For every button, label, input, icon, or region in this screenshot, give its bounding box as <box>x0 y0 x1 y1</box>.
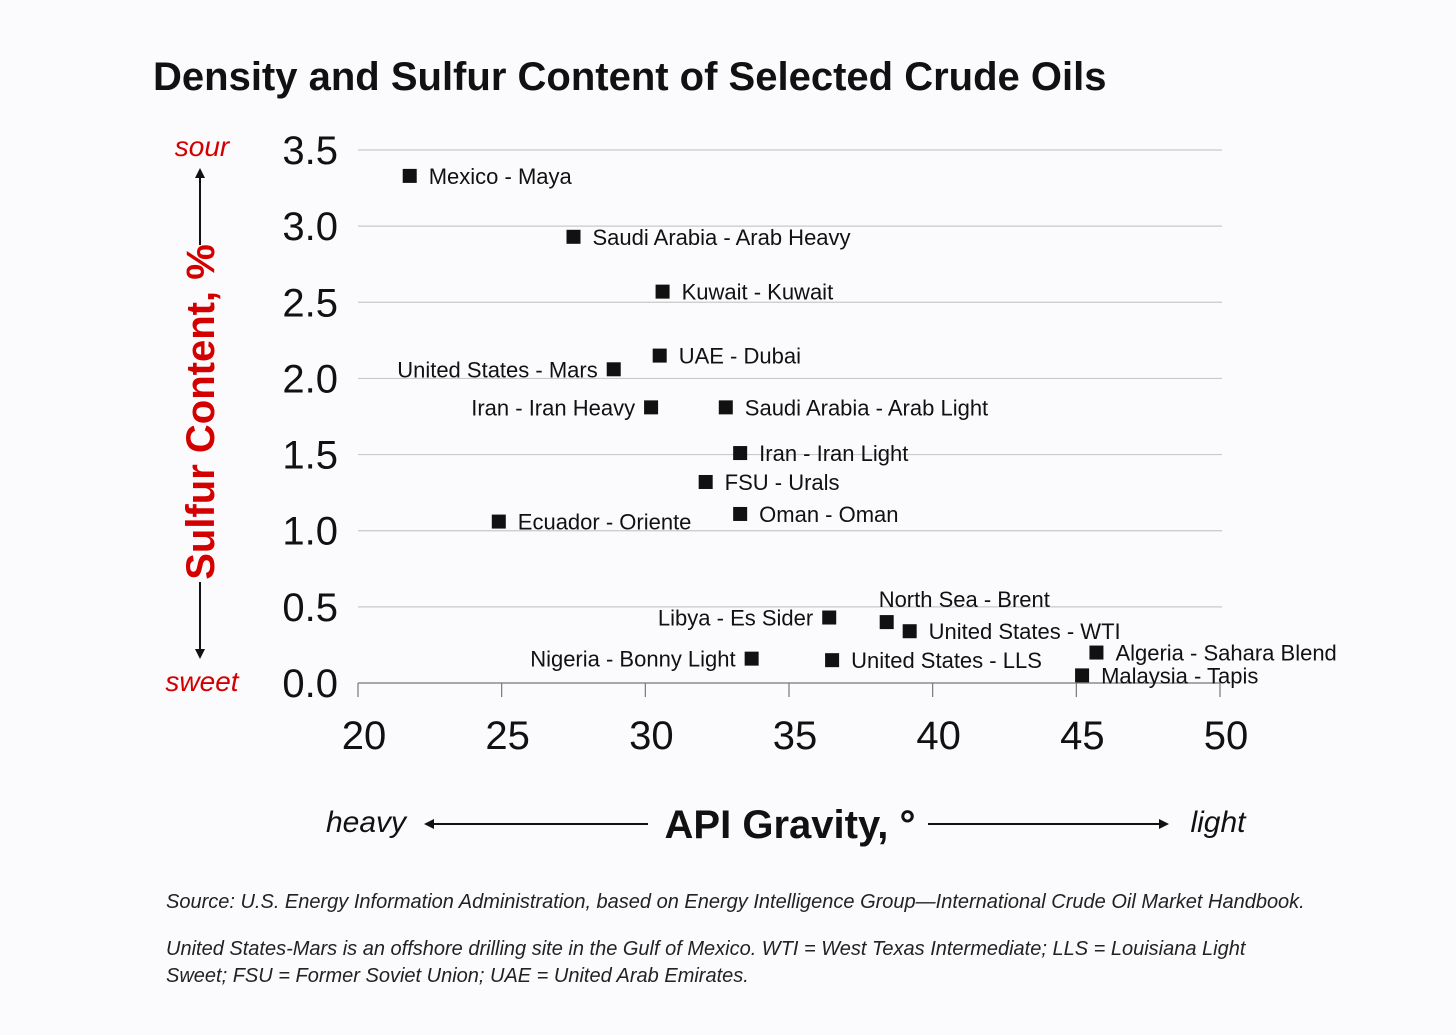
data-point: Libya - Es Sider <box>658 606 837 631</box>
point-label: Saudi Arabia - Arab Light <box>745 395 988 420</box>
point-marker <box>733 506 748 521</box>
point-marker <box>718 400 733 415</box>
y-end-label-high: sour <box>175 131 231 162</box>
data-point: United States - WTI <box>902 619 1121 644</box>
point-label: Oman - Oman <box>759 502 898 527</box>
x-tick-label: 25 <box>485 714 530 758</box>
point-marker <box>644 400 659 415</box>
point-label: Algeria - Sahara Blend <box>1115 641 1336 666</box>
point-label: Kuwait - Kuwait <box>682 280 834 305</box>
data-point: FSU - Urals <box>698 470 840 495</box>
point-marker <box>1075 668 1090 683</box>
y-tick-label: 2.0 <box>282 357 338 401</box>
point-marker <box>698 474 713 489</box>
point-marker <box>402 168 417 183</box>
point-label: North Sea - Brent <box>879 587 1050 612</box>
x-tick-label: 45 <box>1060 714 1105 758</box>
data-point: UAE - Dubai <box>652 344 801 369</box>
point-label: Libya - Es Sider <box>658 606 813 631</box>
point-marker <box>902 624 917 639</box>
y-tick-label: 0.0 <box>282 662 338 706</box>
point-marker <box>733 446 748 461</box>
point-marker <box>655 284 670 299</box>
point-label: Mexico - Maya <box>429 164 573 189</box>
data-point: Kuwait - Kuwait <box>655 280 834 305</box>
y-tick-label: 2.5 <box>282 281 338 325</box>
y-tick-label: 0.5 <box>282 586 338 630</box>
x-tick-label: 40 <box>916 714 961 758</box>
source-note: Source: U.S. Energy Information Administ… <box>166 891 1305 913</box>
data-point: Ecuador - Oriente <box>491 510 692 535</box>
point-marker <box>825 653 840 668</box>
data-point: North Sea - Brent <box>879 587 1050 630</box>
axes <box>357 682 1221 697</box>
y-axis-label: Sulfur Content, % <box>179 244 223 580</box>
point-marker <box>491 514 506 529</box>
point-label: United States - WTI <box>929 619 1121 644</box>
point-label: FSU - Urals <box>725 470 840 495</box>
point-label: UAE - Dubai <box>679 344 801 369</box>
x-axis-label: API Gravity, ° <box>665 803 916 847</box>
data-point: Saudi Arabia - Arab Heavy <box>566 225 851 250</box>
point-label: United States - LLS <box>851 648 1042 673</box>
data-point: Mexico - Maya <box>402 164 573 189</box>
x-tick-label: 20 <box>342 714 387 758</box>
data-points: Mexico - Maya Saudi Arabia - Arab Heavy Ku… <box>397 164 1337 688</box>
x-tick-label: 35 <box>773 714 818 758</box>
chart-title: Density and Sulfur Content of Selected C… <box>153 55 1106 99</box>
y-tick-labels: 0.0 0.5 1.0 1.5 2.0 2.5 3.0 3.5 <box>282 129 338 706</box>
x-tick-label: 30 <box>629 714 674 758</box>
point-marker <box>1089 645 1104 660</box>
point-marker <box>744 651 759 666</box>
y-tick-label: 1.0 <box>282 510 338 554</box>
y-tick-label: 3.0 <box>282 205 338 249</box>
data-point: Saudi Arabia - Arab Light <box>718 395 988 420</box>
data-point: United States - LLS <box>825 648 1042 673</box>
data-point: United States - Mars <box>397 357 621 382</box>
data-point: Nigeria - Bonny Light <box>530 647 759 672</box>
data-point: Iran - Iran Light <box>733 441 908 466</box>
point-marker <box>606 362 621 377</box>
x-tick-label: 50 <box>1204 714 1249 758</box>
data-point: Oman - Oman <box>733 502 899 527</box>
footnote-line-1: United States-Mars is an offshore drilli… <box>166 938 1247 960</box>
x-tick-labels: 20 25 30 35 40 45 50 <box>342 714 1249 758</box>
point-label: Ecuador - Oriente <box>518 510 692 535</box>
y-end-label-low: sweet <box>165 666 239 697</box>
x-end-label-low: heavy <box>326 806 408 839</box>
data-point: Iran - Iran Heavy <box>471 395 659 420</box>
y-tick-label: 3.5 <box>282 129 338 173</box>
data-point: Malaysia - Tapis <box>1075 663 1258 688</box>
data-point: Algeria - Sahara Blend <box>1089 641 1337 666</box>
point-marker <box>652 348 667 363</box>
point-label: Iran - Iran Heavy <box>471 395 635 420</box>
point-label: Malaysia - Tapis <box>1101 663 1258 688</box>
point-label: United States - Mars <box>397 357 598 382</box>
x-end-label-high: light <box>1190 806 1247 839</box>
point-label: Iran - Iran Light <box>759 441 908 466</box>
point-marker <box>822 610 837 625</box>
point-marker <box>566 229 581 244</box>
y-tick-label: 1.5 <box>282 434 338 478</box>
point-label: Nigeria - Bonny Light <box>530 647 735 672</box>
point-label: Saudi Arabia - Arab Heavy <box>593 225 851 250</box>
point-marker <box>879 615 894 630</box>
gridlines <box>358 149 1222 608</box>
footnote-line-2: Sweet; FSU = Former Soviet Union; UAE = … <box>166 965 749 987</box>
